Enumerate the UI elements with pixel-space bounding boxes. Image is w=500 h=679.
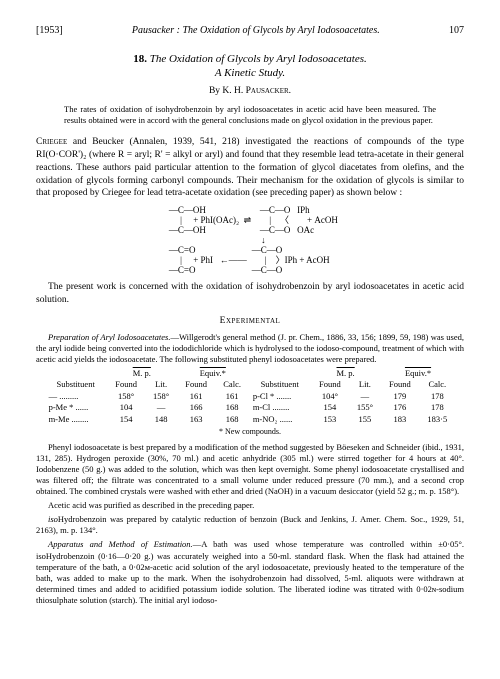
byline-prefix: By: [209, 86, 222, 96]
article-number: 18.: [133, 53, 147, 65]
th: Lit.: [349, 379, 380, 390]
th: Found: [177, 379, 216, 390]
byline: By K. H. Pausacker.: [36, 85, 464, 98]
td: 158°: [107, 391, 146, 402]
th-equiv: Equiv.*: [177, 368, 249, 379]
td: 183: [381, 414, 420, 425]
td: — .........: [45, 391, 107, 402]
td: 155: [349, 414, 380, 425]
td: 163: [177, 414, 216, 425]
article-title-line1: The Oxidation of Glycols by Aryl Iodosoa…: [150, 53, 367, 65]
running-title: Pausacker : The Oxidation of Glycols by …: [63, 24, 449, 38]
th-equiv2: Equiv.*: [381, 368, 456, 379]
table-row: — ......... 158° 158° 161 161 p-Cl * ...…: [45, 391, 456, 402]
exp-isohb-text: Hydrobenzoin was prepared by catalytic r…: [36, 514, 464, 535]
page: [1953] Pausacker : The Oxidation of Glyc…: [0, 0, 500, 629]
exp-prep: Preparation of Aryl Iodosoacetates.—Will…: [36, 332, 464, 365]
body-p1-rest: and Beucker (Annalen, 1939, 541, 218) in…: [36, 137, 464, 198]
table-body: — ......... 158° 158° 161 161 p-Cl * ...…: [45, 391, 456, 425]
td: —: [349, 391, 380, 402]
td: 154: [311, 402, 350, 413]
td: —: [145, 402, 176, 413]
running-head: [1953] Pausacker : The Oxidation of Glyc…: [36, 24, 464, 38]
td: 161: [177, 391, 216, 402]
exp-isohb: isoHydrobenzoin was prepared by catalyti…: [36, 514, 464, 536]
td: 178: [419, 402, 455, 413]
scheme-text: —C—OH —C—O IPh | + PhI(OAc)₂ ⇌ | 〈 + AcO…: [162, 206, 338, 275]
article-title-block: 18. The Oxidation of Glycols by Aryl Iod…: [76, 52, 424, 82]
exp-apparatus-head: Apparatus and Method of Estimation.: [48, 539, 193, 549]
th: Found: [381, 379, 420, 390]
table-row: p-Me * ...... 104 — 166 168 m-Cl .......…: [45, 402, 456, 413]
td: 176: [381, 402, 420, 413]
td: m-Cl ........: [249, 402, 311, 413]
td: 153: [311, 414, 350, 425]
experimental-heading: Experimental: [36, 315, 464, 328]
td: 161: [215, 391, 248, 402]
td: 183·5: [419, 414, 455, 425]
author-name: K. H. Pausacker.: [222, 86, 291, 96]
td: 178: [419, 391, 455, 402]
th-mp: M. p.: [107, 368, 177, 379]
th-substituent2: Substituent: [249, 368, 311, 391]
reaction-scheme: —C—OH —C—O IPh | + PhI(OAc)₂ ⇌ | 〈 + AcO…: [36, 206, 464, 275]
th: Calc.: [215, 379, 248, 390]
table-row: Substituent M. p. Equiv.* Substituent M.…: [45, 368, 456, 379]
td: m-NO₂ ......: [249, 414, 311, 425]
td: 104°: [311, 391, 350, 402]
th: Calc.: [419, 379, 455, 390]
td: 168: [215, 402, 248, 413]
td: 166: [177, 402, 216, 413]
td: 155°: [349, 402, 380, 413]
th: Lit.: [145, 379, 176, 390]
td: 154: [107, 414, 146, 425]
body-p2: The present work is concerned with the o…: [36, 281, 464, 307]
th: Found: [311, 379, 350, 390]
td: 168: [215, 414, 248, 425]
exp-acetic: Acetic acid was purified as described in…: [36, 500, 464, 511]
table-footnote: * New compounds.: [36, 427, 464, 438]
td: p-Me * ......: [45, 402, 107, 413]
td: 148: [145, 414, 176, 425]
td: p-Cl * .......: [249, 391, 311, 402]
abstract: The rates of oxidation of isohydrobenzoi…: [64, 104, 436, 126]
exp-prep-head: Preparation of Aryl Iodosoacetates.: [48, 332, 170, 342]
exp-phenyl: Phenyl iodosoacetate is best prepared by…: [36, 442, 464, 497]
running-year: [1953]: [36, 24, 63, 38]
page-number: 107: [449, 24, 464, 38]
body-p1-lead: Criegee: [36, 137, 67, 147]
table-head: Substituent M. p. Equiv.* Substituent M.…: [45, 368, 456, 391]
td: 104: [107, 402, 146, 413]
td: 179: [381, 391, 420, 402]
exp-apparatus: Apparatus and Method of Estimation.—A ba…: [36, 539, 464, 605]
th-mp2: M. p.: [311, 368, 381, 379]
table-row: m-Me ........ 154 148 163 168 m-NO₂ ....…: [45, 414, 456, 425]
equiv-table: Substituent M. p. Equiv.* Substituent M.…: [45, 368, 456, 425]
td: m-Me ........: [45, 414, 107, 425]
th-substituent: Substituent: [45, 368, 107, 391]
article-title-line2: A Kinetic Study.: [215, 67, 285, 79]
th: Found: [107, 379, 146, 390]
body-p1: Criegee and Beucker (Annalen, 1939, 541,…: [36, 136, 464, 200]
td: 158°: [145, 391, 176, 402]
